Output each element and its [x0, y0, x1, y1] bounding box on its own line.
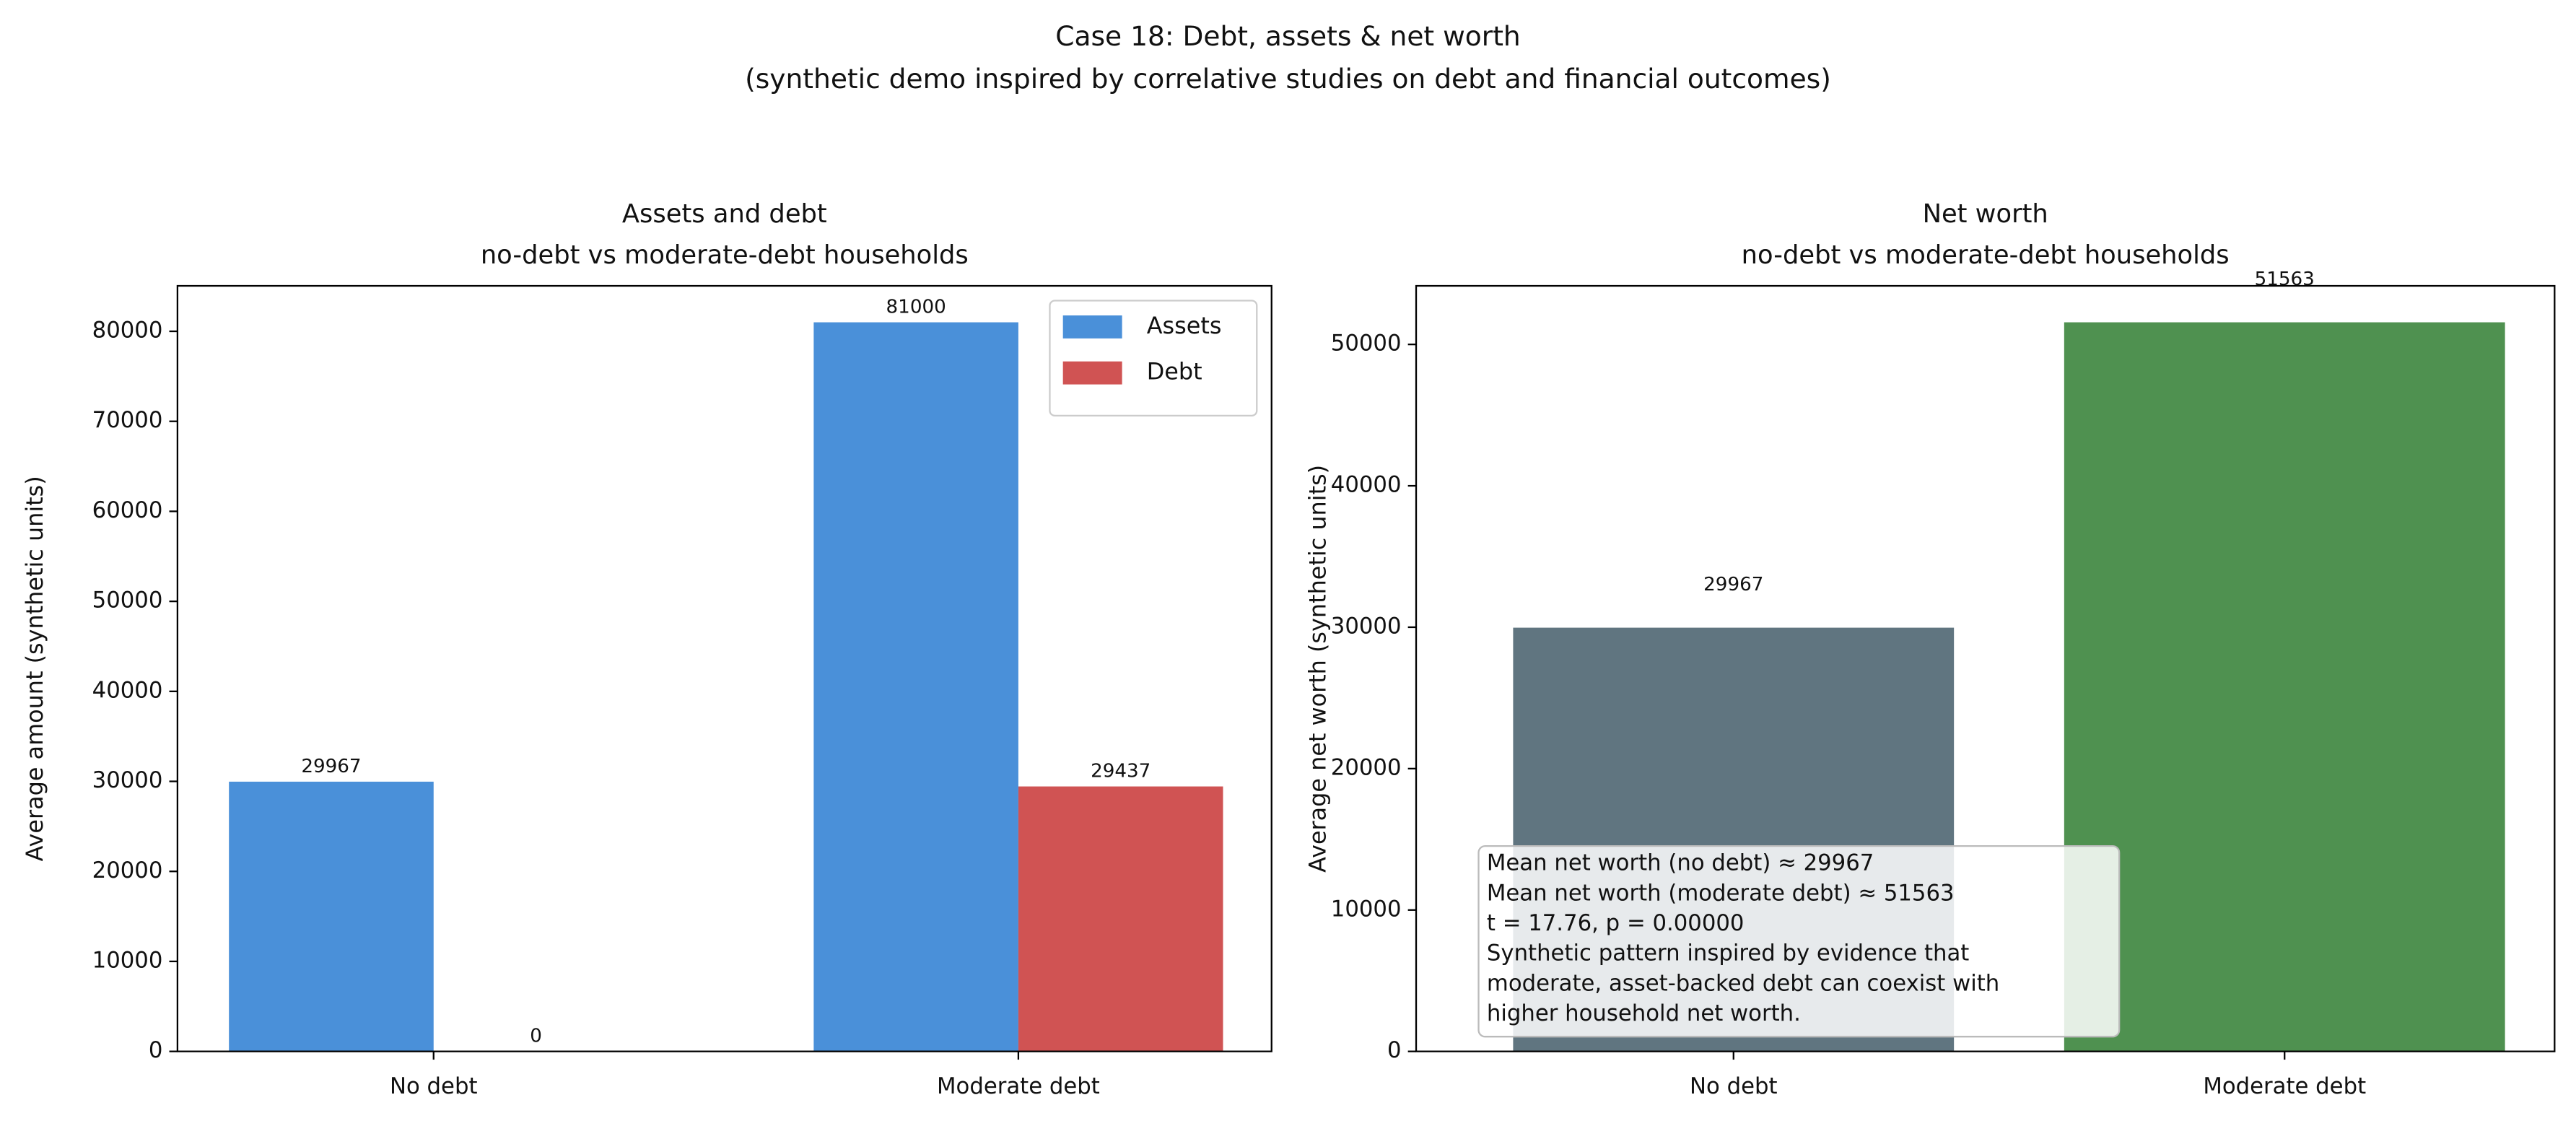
bar — [2064, 322, 2505, 1052]
annotation-line: higher household net worth. — [1487, 1000, 1801, 1026]
y-tick-label: 70000 — [92, 407, 163, 433]
y-tick-label: 40000 — [92, 677, 163, 703]
x-tick-label: No debt — [390, 1073, 477, 1099]
y-tick-label: 10000 — [92, 947, 163, 973]
annotation-line: t = 17.76, p = 0.00000 — [1487, 910, 1745, 936]
axes-title: Assets and debt — [622, 199, 827, 229]
y-tick-label: 0 — [1387, 1037, 1402, 1063]
axes-title: Net worth — [1923, 199, 2048, 229]
axes-subtitle: no-debt vs moderate-debt households — [481, 240, 969, 270]
x-tick-label: Moderate debt — [937, 1073, 1100, 1099]
figure-title: Case 18: Debt, assets & net worth — [1055, 20, 1520, 52]
y-axis-label: Average net worth (synthetic units) — [1304, 465, 1332, 873]
y-tick-label: 10000 — [1331, 896, 1402, 922]
value-label: 29437 — [1091, 761, 1151, 782]
x-tick-label: No debt — [1690, 1073, 1777, 1099]
y-axis-label: Average amount (synthetic units) — [21, 476, 48, 861]
y-tick-label: 60000 — [92, 497, 163, 523]
bar — [813, 322, 1018, 1052]
annotation-line: moderate, asset-backed debt can coexist … — [1487, 970, 1999, 996]
annotation-line: Synthetic pattern inspired by evidence t… — [1487, 940, 1969, 966]
y-tick-label: 20000 — [1331, 754, 1402, 780]
y-tick-label: 0 — [149, 1037, 163, 1063]
y-tick-label: 30000 — [1331, 613, 1402, 639]
legend-label: Debt — [1147, 358, 1202, 385]
figure-subtitle: (synthetic demo inspired by correlative … — [745, 63, 1831, 95]
value-label: 51563 — [2255, 269, 2315, 290]
x-tick-label: Moderate debt — [2203, 1073, 2366, 1099]
axes-frame — [1415, 284, 2556, 1052]
y-tick-label: 40000 — [1331, 472, 1402, 498]
legend-swatch — [1062, 315, 1122, 339]
y-tick-label: 20000 — [92, 857, 163, 883]
value-label: 0 — [530, 1026, 542, 1047]
y-tick-label: 80000 — [92, 318, 163, 344]
value-label: 81000 — [886, 297, 946, 318]
y-tick-label: 30000 — [92, 767, 163, 793]
y-tick-label: 50000 — [92, 588, 163, 614]
axes-frame — [176, 284, 1272, 1052]
annotation-box — [1477, 845, 2121, 1038]
bar — [1018, 786, 1223, 1052]
legend-swatch — [1062, 361, 1122, 385]
axes-subtitle: no-debt vs moderate-debt households — [1742, 240, 2230, 270]
legend-label: Assets — [1147, 312, 1222, 339]
y-tick-label: 50000 — [1331, 331, 1402, 357]
bar — [229, 781, 434, 1052]
annotation-line: Mean net worth (moderate debt) ≈ 51563 — [1487, 880, 1955, 906]
value-label: 29967 — [301, 756, 361, 777]
annotation-line: Mean net worth (no debt) ≈ 29967 — [1487, 850, 1874, 876]
value-label: 29967 — [1703, 574, 1763, 595]
